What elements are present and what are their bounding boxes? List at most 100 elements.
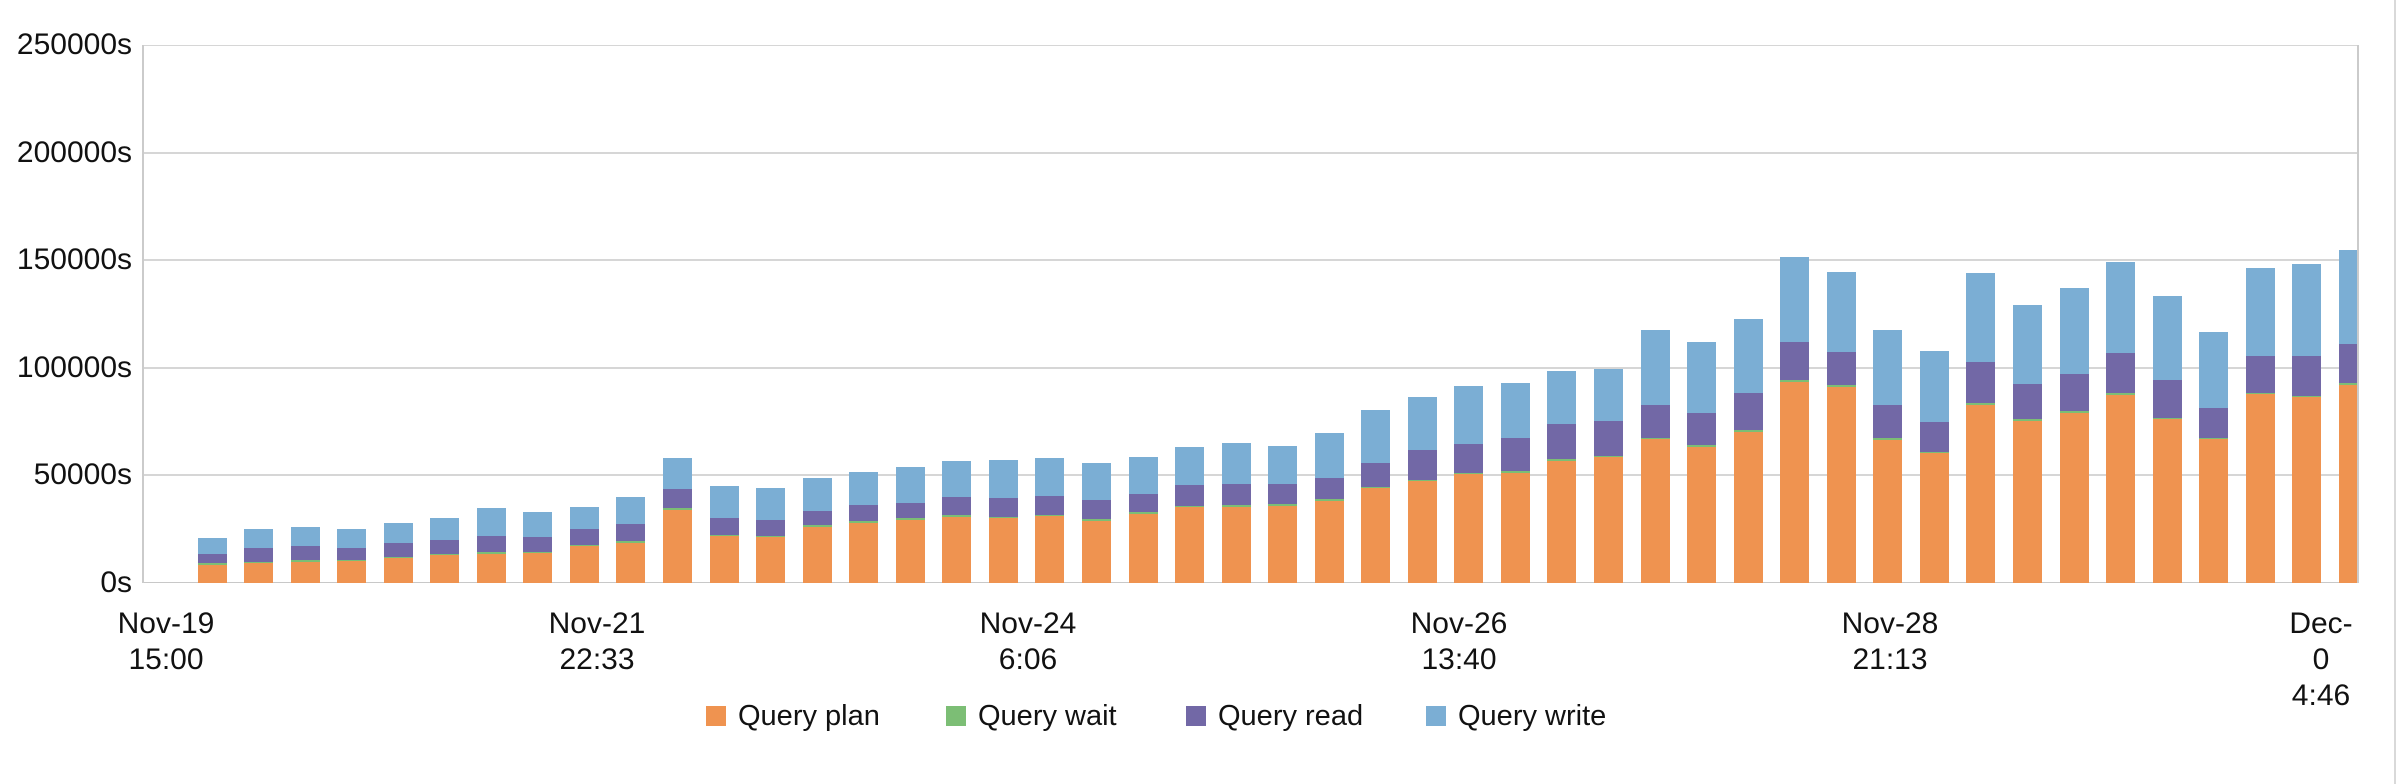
stacked-bar[interactable] (1826, 272, 1856, 583)
bar-segment-query-plan[interactable] (2012, 420, 2042, 583)
stacked-bar[interactable] (1081, 462, 1111, 583)
bar-segment-query-plan[interactable] (430, 555, 460, 583)
bar-segment-query-write[interactable] (1873, 329, 1903, 405)
stacked-bar[interactable] (197, 538, 227, 583)
bar-segment-query-write[interactable] (1687, 341, 1717, 413)
stacked-bar[interactable] (2338, 249, 2357, 583)
bar-segment-query-read[interactable] (1035, 496, 1065, 515)
bar-segment-query-read[interactable] (1919, 421, 1949, 452)
bar-segment-query-plan[interactable] (942, 516, 972, 583)
bar-segment-query-write[interactable] (1175, 446, 1205, 486)
bar-segment-query-write[interactable] (1081, 462, 1111, 501)
bar-segment-query-wait[interactable] (756, 535, 786, 538)
bar-segment-query-plan[interactable] (1780, 381, 1810, 583)
bar-segment-query-plan[interactable] (1361, 488, 1391, 583)
bar-segment-query-write[interactable] (1780, 257, 1810, 343)
bar-segment-query-plan[interactable] (1687, 446, 1717, 583)
bar-segment-query-read[interactable] (1640, 404, 1670, 438)
bar-segment-query-read[interactable] (197, 553, 227, 564)
bar-segment-query-wait[interactable] (663, 508, 692, 510)
bar-segment-query-read[interactable] (1081, 500, 1111, 520)
stacked-bar[interactable] (1268, 446, 1298, 583)
bar-segment-query-write[interactable] (1919, 351, 1949, 422)
bar-segment-query-wait[interactable] (1128, 512, 1158, 514)
bar-segment-query-read[interactable] (709, 517, 739, 535)
bar-segment-query-read[interactable] (1966, 362, 1996, 404)
bar-segment-query-plan[interactable] (2245, 394, 2275, 583)
bar-segment-query-write[interactable] (1500, 383, 1530, 438)
bar-segment-query-read[interactable] (2106, 353, 2136, 393)
bar-segment-query-plan[interactable] (2152, 419, 2182, 583)
bar-segment-query-plan[interactable] (756, 537, 786, 583)
stacked-bar[interactable] (2199, 332, 2229, 583)
bar-segment-query-wait[interactable] (1221, 505, 1251, 507)
stacked-bar[interactable] (663, 458, 692, 583)
bar-segment-query-plan[interactable] (197, 564, 227, 583)
bar-segment-query-plan[interactable] (1640, 439, 1670, 583)
bar-segment-query-read[interactable] (663, 488, 692, 509)
bar-segment-query-read[interactable] (1500, 437, 1530, 472)
stacked-bar[interactable] (616, 496, 646, 583)
bar-segment-query-read[interactable] (1407, 450, 1437, 480)
bar-segment-query-plan[interactable] (1594, 457, 1623, 583)
stacked-bar[interactable] (2012, 305, 2042, 583)
bar-segment-query-write[interactable] (1035, 458, 1065, 497)
bar-segment-query-plan[interactable] (1081, 520, 1111, 583)
bar-segment-query-read[interactable] (1268, 484, 1298, 505)
bar-segment-query-wait[interactable] (244, 561, 274, 563)
bar-segment-query-plan[interactable] (663, 509, 692, 583)
stacked-bar[interactable] (244, 529, 274, 583)
stacked-bar[interactable] (895, 467, 925, 583)
bar-segment-query-wait[interactable] (849, 521, 879, 523)
bar-segment-query-plan[interactable] (2106, 394, 2136, 583)
bar-segment-query-wait[interactable] (2059, 411, 2089, 413)
stacked-bar[interactable] (1733, 318, 1763, 583)
stacked-bar[interactable] (1454, 385, 1484, 583)
bar-segment-query-read[interactable] (1687, 412, 1717, 446)
bar-segment-query-wait[interactable] (1966, 403, 1996, 405)
bar-segment-query-read[interactable] (1361, 462, 1391, 487)
stacked-bar[interactable] (2292, 264, 2322, 583)
bar-segment-query-write[interactable] (1314, 433, 1344, 479)
bar-segment-query-read[interactable] (1221, 484, 1251, 506)
bar-segment-query-plan[interactable] (2292, 397, 2322, 583)
bar-segment-query-plan[interactable] (849, 522, 879, 583)
legend-item-query-plan[interactable]: Query plan (706, 701, 880, 730)
bar-segment-query-write[interactable] (197, 538, 227, 554)
bar-segment-query-read[interactable] (523, 536, 553, 552)
bar-segment-query-plan[interactable] (1733, 431, 1763, 583)
stacked-bar[interactable] (942, 460, 972, 583)
bar-segment-query-wait[interactable] (2292, 395, 2322, 398)
bar-segment-query-write[interactable] (290, 527, 320, 547)
legend-item-query-read[interactable]: Query read (1186, 701, 1363, 730)
stacked-bar[interactable] (337, 529, 367, 583)
bar-segment-query-write[interactable] (1547, 370, 1577, 424)
stacked-bar[interactable] (476, 507, 506, 583)
bar-segment-query-wait[interactable] (1407, 479, 1437, 482)
bar-segment-query-plan[interactable] (1035, 516, 1065, 583)
stacked-bar[interactable] (523, 512, 553, 583)
bar-segment-query-write[interactable] (523, 512, 553, 537)
bar-segment-query-read[interactable] (2199, 408, 2229, 438)
bar-segment-query-plan[interactable] (1221, 506, 1251, 583)
stacked-bar[interactable] (1640, 329, 1670, 583)
bar-segment-query-read[interactable] (1873, 404, 1903, 439)
bar-segment-query-read[interactable] (1128, 494, 1158, 513)
bar-segment-query-read[interactable] (2338, 343, 2357, 384)
bar-segment-query-wait[interactable] (942, 515, 972, 517)
bar-segment-query-wait[interactable] (709, 534, 739, 537)
bar-segment-query-read[interactable] (2152, 379, 2182, 418)
bar-segment-query-write[interactable] (895, 467, 925, 503)
bar-segment-query-wait[interactable] (476, 552, 506, 554)
bar-segment-query-read[interactable] (476, 535, 506, 553)
bar-segment-query-read[interactable] (383, 543, 413, 557)
bar-segment-query-write[interactable] (1268, 446, 1298, 485)
legend-item-query-wait[interactable]: Query wait (946, 701, 1117, 730)
bar-segment-query-wait[interactable] (2106, 393, 2136, 395)
bar-segment-query-plan[interactable] (569, 546, 599, 583)
bar-segment-query-wait[interactable] (2012, 419, 2042, 421)
bar-segment-query-read[interactable] (616, 523, 646, 542)
bar-segment-query-plan[interactable] (1268, 505, 1298, 583)
bar-segment-query-write[interactable] (616, 496, 646, 524)
bar-segment-query-write[interactable] (1594, 368, 1623, 422)
